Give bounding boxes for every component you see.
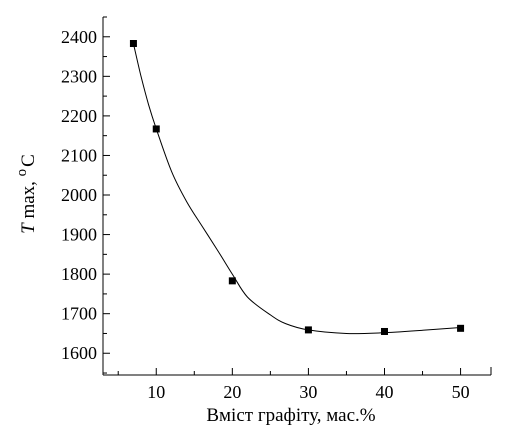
y-tick-label: 1900 — [61, 225, 97, 245]
axes — [102, 17, 492, 376]
y-axis-title-text: max, — [18, 176, 39, 223]
y-axis-title-unit: C — [18, 154, 39, 167]
data-point — [228, 277, 236, 285]
series — [129, 40, 465, 335]
y-axis-title-italic: T — [18, 222, 39, 234]
y-tick-label: 2200 — [61, 106, 97, 126]
x-tick-label: 40 — [375, 382, 393, 402]
data-point — [129, 40, 137, 48]
y-tick-label: 1700 — [61, 304, 97, 324]
y-tick-label: 2400 — [61, 27, 97, 47]
y-tick-label: 2300 — [61, 66, 97, 86]
data-point — [457, 324, 465, 332]
series-curve — [132, 43, 461, 335]
y-axis-title: T max, oC — [14, 154, 39, 234]
x-tick-label: 10 — [147, 382, 165, 402]
y-tick-label: 1800 — [61, 264, 97, 284]
x-tick-label: 50 — [452, 382, 470, 402]
data-point — [152, 125, 160, 133]
data-point — [380, 327, 388, 335]
x-tick-label: 20 — [223, 382, 241, 402]
y-tick-label: 2100 — [61, 145, 97, 165]
y-tick-label: 2000 — [61, 185, 97, 205]
y-axis-title-unit-sup: o — [14, 169, 30, 177]
x-axis-title: Вміст графіту, мас.% — [206, 405, 375, 426]
x-tick-label: 30 — [299, 382, 317, 402]
data-point — [304, 326, 312, 334]
ticks: 10 20 30 40 50 1600 1700 1800 1900 2000 2100 2200 23… — [61, 16, 470, 402]
y-tick-label: 1600 — [61, 343, 97, 363]
